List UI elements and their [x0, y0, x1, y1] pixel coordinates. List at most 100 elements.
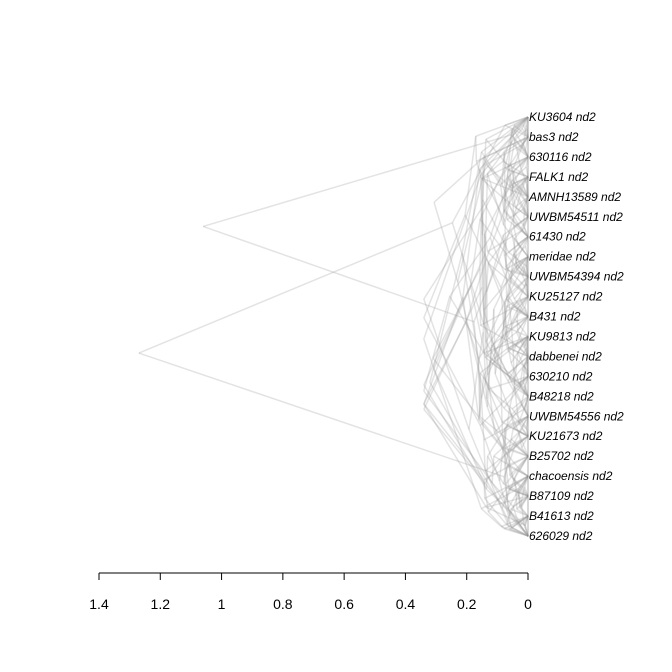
tree-edge — [478, 376, 485, 421]
tree-edge — [503, 152, 506, 169]
tree-edge — [484, 173, 489, 254]
tree-edge — [507, 349, 528, 371]
tree-edge — [525, 336, 529, 349]
tree-edge — [517, 432, 523, 448]
tree-edge — [487, 262, 529, 298]
tree-edge — [513, 427, 529, 437]
tree-edge — [523, 515, 529, 525]
tree-edge — [423, 214, 466, 319]
tree-edge — [500, 287, 505, 327]
tree-edge — [491, 456, 495, 483]
tree-edge — [526, 364, 529, 377]
tree-edge — [509, 162, 516, 184]
tree-edge — [507, 335, 529, 351]
tree-edge — [483, 179, 513, 235]
tree-edge — [482, 157, 502, 186]
tree-edge — [504, 515, 529, 530]
tree-edge — [508, 428, 523, 453]
tree-edge — [513, 352, 519, 386]
tree-edge — [468, 332, 484, 430]
tree-edge — [515, 256, 529, 271]
tree-edge — [465, 321, 490, 390]
tree-edge — [461, 252, 480, 360]
tip-label: KU25127 nd2 — [529, 290, 603, 304]
tree-edge — [516, 296, 529, 311]
tree-edge — [487, 374, 496, 433]
tree-edge — [525, 124, 529, 138]
tree-edge — [510, 380, 529, 397]
tree-edge — [514, 237, 529, 258]
tree-edge — [509, 278, 529, 298]
tree-edge — [520, 404, 529, 417]
tree-edge — [480, 116, 529, 176]
tree-edge — [481, 487, 519, 510]
tree-edge — [510, 362, 521, 386]
tree-edge — [479, 218, 524, 276]
tree-edge — [505, 483, 509, 509]
tree-edge — [504, 255, 529, 271]
tree-edge — [482, 376, 504, 423]
tree-edge — [526, 183, 529, 197]
tree-edge — [526, 276, 529, 287]
tree-edge — [486, 326, 506, 355]
tree-edge — [516, 269, 529, 278]
tip-label: B431 nd2 — [529, 310, 581, 324]
tree-edges — [138, 116, 529, 537]
tree-edge — [512, 415, 529, 429]
tree-edge — [520, 228, 529, 238]
tree-edge — [483, 352, 510, 374]
x-axis-tick-label: 0.2 — [457, 596, 477, 612]
tree-edge — [504, 200, 508, 220]
tree-edge — [486, 455, 505, 485]
tip-label: AMNH13589 nd2 — [528, 190, 621, 204]
tree-edge — [517, 243, 529, 258]
tree-edge — [522, 475, 529, 488]
tree-edge — [476, 136, 529, 163]
tree-edge — [525, 156, 529, 168]
tree-edge — [504, 438, 512, 465]
tree-edge — [484, 475, 529, 500]
tree-edge — [513, 253, 529, 277]
tree-edge — [516, 176, 529, 184]
tree-edge — [509, 455, 529, 476]
tree-edge — [513, 375, 529, 388]
tree-edge — [477, 359, 481, 417]
tree-edge — [517, 375, 529, 384]
tree-edge — [510, 324, 515, 353]
tree-edge — [511, 304, 529, 318]
tree-edge — [507, 380, 525, 410]
tree-edge — [429, 381, 503, 509]
tree-edge — [508, 452, 511, 476]
tree-edge — [514, 318, 529, 337]
tree-edge — [523, 524, 529, 537]
tree-edge — [513, 216, 522, 229]
tree-edge — [518, 297, 529, 317]
tip-label: B25702 nd2 — [529, 449, 594, 463]
tree-edge — [510, 116, 529, 136]
tree-edge — [510, 526, 529, 537]
tree-edge — [512, 156, 529, 172]
tree-edge — [519, 368, 524, 386]
tree-edge — [509, 253, 515, 278]
tree-edge — [513, 386, 529, 397]
tree-edge — [481, 287, 489, 375]
tree-edge — [513, 124, 529, 138]
tree-edge — [516, 182, 529, 198]
tree-edge — [501, 507, 512, 528]
tree-edge — [478, 168, 506, 222]
tree-edge — [479, 268, 482, 326]
tree-edge — [526, 416, 529, 430]
tree-edge — [483, 479, 486, 499]
tree-edge — [513, 479, 529, 497]
tree-edge — [512, 269, 529, 278]
tree-edge — [523, 387, 529, 397]
tree-edge — [486, 495, 529, 509]
tree-edge — [513, 196, 529, 217]
tree-edge — [516, 508, 529, 517]
tree-edge — [517, 330, 526, 347]
tree-edge — [515, 331, 525, 349]
tree-edge — [498, 480, 513, 529]
tree-edge — [501, 489, 510, 509]
tree-edge — [519, 375, 529, 388]
tree-edge — [482, 199, 510, 253]
